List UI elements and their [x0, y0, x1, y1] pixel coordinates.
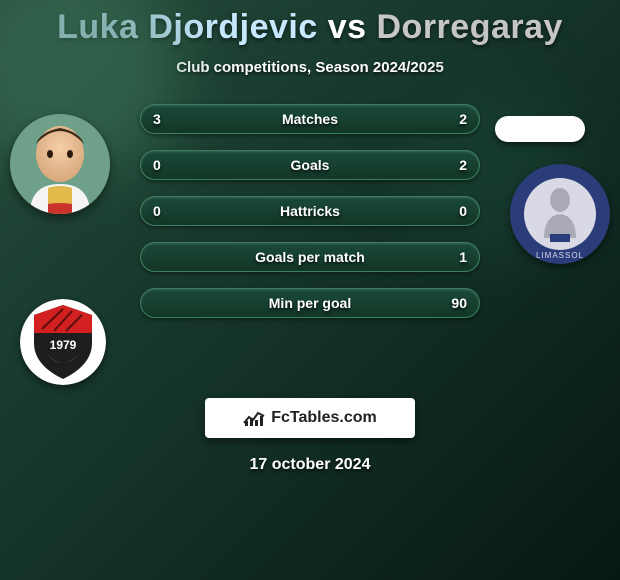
stat-row-matches: 3 Matches 2 [140, 104, 480, 134]
svg-text:LIMASSOL: LIMASSOL [536, 251, 584, 260]
svg-text:1979: 1979 [50, 338, 77, 352]
club2-badge-art: LIMASSOL [510, 164, 610, 264]
stat-right-value: 90 [451, 289, 467, 317]
player1-avatar [10, 114, 110, 214]
brand-badge: FcTables.com [205, 398, 415, 438]
stat-row-goals-per-match: Goals per match 1 [140, 242, 480, 272]
title-vs: vs [328, 8, 367, 46]
stat-right-value: 1 [459, 243, 467, 271]
title-player2: Dorregaray [377, 8, 563, 46]
stat-label: Matches [141, 105, 479, 133]
brand-label: FcTables.com [271, 409, 377, 427]
club2-badge: LIMASSOL [510, 164, 610, 264]
stat-left-value: 0 [153, 151, 161, 179]
stat-label: Min per goal [141, 289, 479, 317]
club1-badge-art: 1979 [20, 299, 106, 385]
stat-right-value: 0 [459, 197, 467, 225]
player2-flag [495, 116, 585, 142]
stat-row-min-per-goal: Min per goal 90 [140, 288, 480, 318]
stat-bars: 3 Matches 2 0 Goals 2 0 Hattricks 0 Goal… [140, 104, 480, 334]
stat-label: Hattricks [141, 197, 479, 225]
stat-label: Goals [141, 151, 479, 179]
stat-label: Goals per match [141, 243, 479, 271]
comparison-area: 1979 LIMASSOL 3 Matches 2 0 Goals 2 0 Ha… [0, 94, 620, 374]
stat-left-value: 3 [153, 105, 161, 133]
stat-left-value: 0 [153, 197, 161, 225]
club1-badge: 1979 [20, 299, 106, 385]
stat-row-hattricks: 0 Hattricks 0 [140, 196, 480, 226]
brand-chart-icon [243, 409, 265, 427]
stat-right-value: 2 [459, 151, 467, 179]
stat-right-value: 2 [459, 105, 467, 133]
player1-avatar-art [10, 114, 110, 214]
stat-row-goals: 0 Goals 2 [140, 150, 480, 180]
date-label: 17 october 2024 [0, 456, 620, 474]
